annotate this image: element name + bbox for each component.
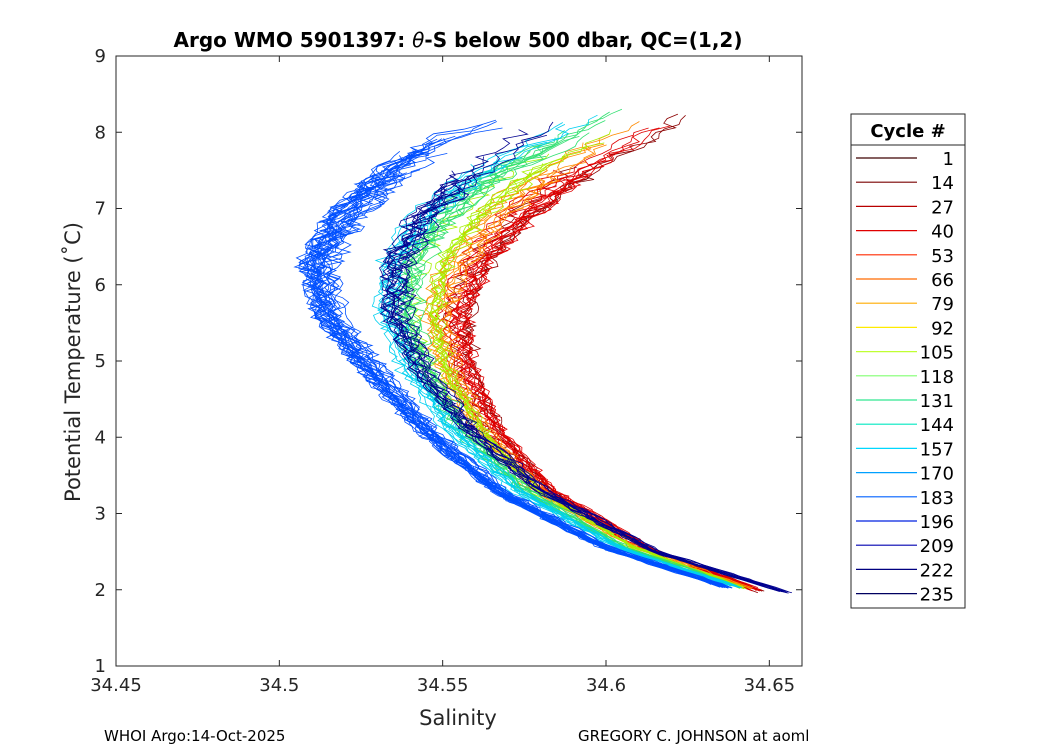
legend-label: 144	[920, 415, 954, 436]
legend-label: 222	[920, 560, 954, 581]
profile-line	[423, 170, 742, 588]
x-tick-label: 34.65	[744, 675, 796, 696]
footer-right: GREGORY C. JOHNSON at aoml	[578, 727, 810, 745]
footer-left: WHOI Argo:14-Oct-2025	[104, 727, 286, 745]
axis-ticks: 34.45 34.5 34.55 34.6 34.65 1 2 3 4 5 6 7 8 9	[90, 46, 803, 696]
legend-label: 79	[931, 294, 954, 315]
legend-label: 235	[920, 585, 954, 606]
y-tick-label: 6	[95, 275, 106, 296]
legend-label: 40	[931, 222, 954, 243]
chart-title: Argo WMO 5901397: θ-S below 500 dbar, QC…	[174, 28, 743, 52]
y-tick-label: 8	[95, 122, 106, 143]
legend-box	[850, 113, 966, 609]
profile-line	[407, 132, 738, 586]
y-tick-label: 7	[95, 199, 106, 220]
series-layer	[293, 108, 793, 594]
x-tick-label: 34.5	[259, 675, 299, 696]
legend-label: 170	[920, 464, 954, 485]
legend-label: 209	[920, 536, 954, 557]
profile-line	[428, 162, 745, 590]
x-tick-label: 34.55	[417, 675, 469, 696]
legend-label: 131	[920, 391, 954, 412]
profile-line	[424, 153, 743, 589]
y-tick-label: 3	[95, 504, 106, 525]
profile-line	[380, 177, 730, 586]
profile-line	[403, 108, 736, 586]
profile-line	[322, 127, 725, 586]
y-tick-label: 2	[95, 580, 106, 601]
legend-label: 14	[931, 173, 954, 194]
legend-label: 27	[931, 197, 954, 218]
profile-line	[404, 111, 741, 589]
y-tick-label: 1	[95, 656, 106, 677]
profile-line	[314, 135, 719, 585]
profile-line	[442, 144, 752, 590]
y-tick-label: 5	[95, 351, 106, 372]
x-axis-label: Salinity	[419, 706, 497, 730]
profiles	[293, 108, 793, 594]
profile-line	[399, 175, 789, 593]
profile-line	[299, 150, 720, 587]
legend-label: 92	[931, 318, 954, 339]
y-tick-label: 9	[95, 46, 106, 67]
profile-line	[431, 121, 751, 589]
legend-label: 196	[920, 512, 954, 533]
profile-line	[399, 134, 793, 594]
legend: Cycle # 1 14 27 40 53 66 79 92 105 118 131 144 157 170…	[850, 113, 966, 609]
profile-line	[306, 185, 729, 589]
profile-line	[381, 129, 783, 593]
y-tick-label: 4	[95, 427, 106, 448]
y-axis-label: Potential Temperature (˚C)	[61, 222, 85, 502]
x-tick-label: 34.6	[586, 675, 626, 696]
legend-title: Cycle #	[870, 121, 945, 142]
profile-line	[391, 188, 785, 592]
profile-line	[455, 177, 757, 590]
profile-line	[378, 185, 788, 594]
legend-label: 105	[920, 343, 954, 364]
legend-label: 183	[920, 488, 954, 509]
profile-line	[403, 145, 737, 586]
profile-line	[318, 175, 733, 589]
legend-label: 118	[920, 367, 954, 388]
legend-label: 157	[920, 439, 954, 460]
legend-label: 1	[943, 149, 954, 170]
legend-label: 66	[931, 270, 954, 291]
profile-line	[305, 148, 729, 589]
x-tick-label: 34.45	[90, 675, 142, 696]
legend-label: 53	[931, 246, 954, 267]
